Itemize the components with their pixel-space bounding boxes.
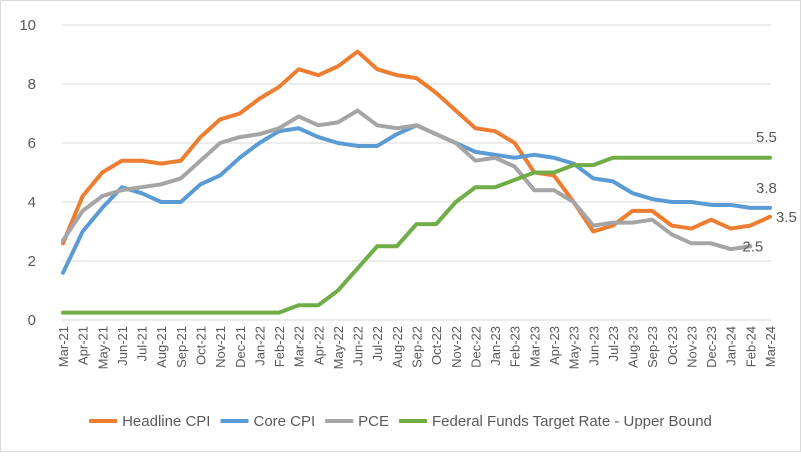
y-tick-label-0: 0: [28, 312, 36, 329]
x-tick-label-Sep-22: Sep-22: [410, 326, 425, 368]
x-tick-label-Nov-22: Nov-22: [449, 326, 464, 368]
x-tick-label-Oct-23: Oct-23: [665, 326, 680, 365]
x-tick-label-Nov-23: Nov-23: [684, 326, 699, 368]
legend-label: Federal Funds Target Rate - Upper Bound: [432, 413, 712, 430]
x-tick-label-May-22: May-22: [331, 326, 346, 369]
x-tick-label-Feb-24: Feb-24: [743, 326, 758, 367]
x-tick-label-Sep-23: Sep-23: [645, 326, 660, 368]
legend-item-headline-cpi: Headline CPI: [89, 413, 210, 430]
x-tick-label-Dec-21: Dec-21: [233, 326, 248, 368]
x-axis-ticks: Mar-21 Apr-21 May-21 Jun-21 Jul-21 Aug-21 Sep-…: [56, 326, 778, 369]
legend-item-pce: PCE: [325, 413, 389, 430]
x-tick-label-Dec-22: Dec-22: [468, 326, 483, 368]
series-line-federal-funds-target-rate-upper-bound: [61, 155, 772, 315]
x-tick-label-Apr-21: Apr-21: [76, 326, 91, 365]
y-axis-ticks: 0 2 4 6 8 10: [19, 17, 36, 329]
x-tick-label-Oct-21: Oct-21: [193, 326, 208, 365]
legend-label: Core CPI: [253, 413, 315, 430]
x-tick-label-Jul-23: Jul-23: [606, 326, 621, 361]
x-tick-label-Feb-22: Feb-22: [272, 326, 287, 367]
end-labels: 3.5 3.8 2.5 5.5: [742, 129, 796, 256]
end-label-pce: 2.5: [742, 238, 763, 255]
x-tick-label-Sep-21: Sep-21: [174, 326, 189, 368]
end-label-headline-cpi: 3.5: [776, 209, 797, 226]
x-tick-label-Mar-21: Mar-21: [56, 326, 71, 367]
gridlines: [62, 24, 771, 321]
x-tick-label-Aug-21: Aug-21: [154, 326, 169, 368]
x-tick-label-May-21: May-21: [95, 326, 110, 369]
x-tick-label-Mar-24: Mar-24: [763, 326, 778, 367]
x-tick-label-Mar-23: Mar-23: [527, 326, 542, 367]
x-tick-label-Jan-22: Jan-22: [252, 326, 267, 366]
series-lines: [61, 49, 772, 315]
x-tick-label-Jun-22: Jun-22: [351, 326, 366, 366]
legend-label: PCE: [358, 413, 389, 430]
x-tick-label-Dec-23: Dec-23: [704, 326, 719, 368]
legend-label: Headline CPI: [122, 413, 210, 430]
y-tick-label-8: 8: [28, 76, 36, 93]
x-tick-label-Jun-23: Jun-23: [586, 326, 601, 366]
y-tick-label-10: 10: [19, 17, 36, 34]
x-tick-label-Nov-21: Nov-21: [213, 326, 228, 368]
x-tick-label-Aug-22: Aug-22: [390, 326, 405, 368]
x-tick-label-Mar-22: Mar-22: [292, 326, 307, 367]
x-tick-label-Jul-22: Jul-22: [370, 326, 385, 361]
y-tick-label-6: 6: [28, 135, 36, 152]
x-tick-label-Jun-21: Jun-21: [115, 326, 130, 366]
x-tick-label-Feb-23: Feb-23: [508, 326, 523, 367]
x-tick-label-Jan-23: Jan-23: [488, 326, 503, 366]
x-tick-label-Apr-22: Apr-22: [311, 326, 326, 365]
y-tick-label-2: 2: [28, 253, 36, 270]
y-tick-label-4: 4: [28, 194, 36, 211]
series-line-headline-cpi: [61, 49, 772, 246]
series-line-core-cpi: [61, 123, 772, 275]
legend-item-federal-funds-target-rate-upper-bound: Federal Funds Target Rate - Upper Bound: [399, 413, 712, 430]
end-label-core-cpi: 3.8: [756, 180, 777, 197]
x-tick-label-May-23: May-23: [567, 326, 582, 369]
x-tick-label-Aug-23: Aug-23: [626, 326, 641, 368]
legend: Headline CPI Core CPI PCE Federal Funds Tar…: [89, 413, 712, 430]
x-tick-label-Oct-22: Oct-22: [429, 326, 444, 365]
end-label-federal-funds-target-rate-upper-bound: 5.5: [756, 129, 777, 146]
series-line-pce: [61, 108, 753, 252]
x-tick-label-Apr-23: Apr-23: [547, 326, 562, 365]
legend-item-core-cpi: Core CPI: [220, 413, 315, 430]
x-tick-label-Jul-21: Jul-21: [135, 326, 150, 361]
x-tick-label-Jan-24: Jan-24: [724, 326, 739, 366]
